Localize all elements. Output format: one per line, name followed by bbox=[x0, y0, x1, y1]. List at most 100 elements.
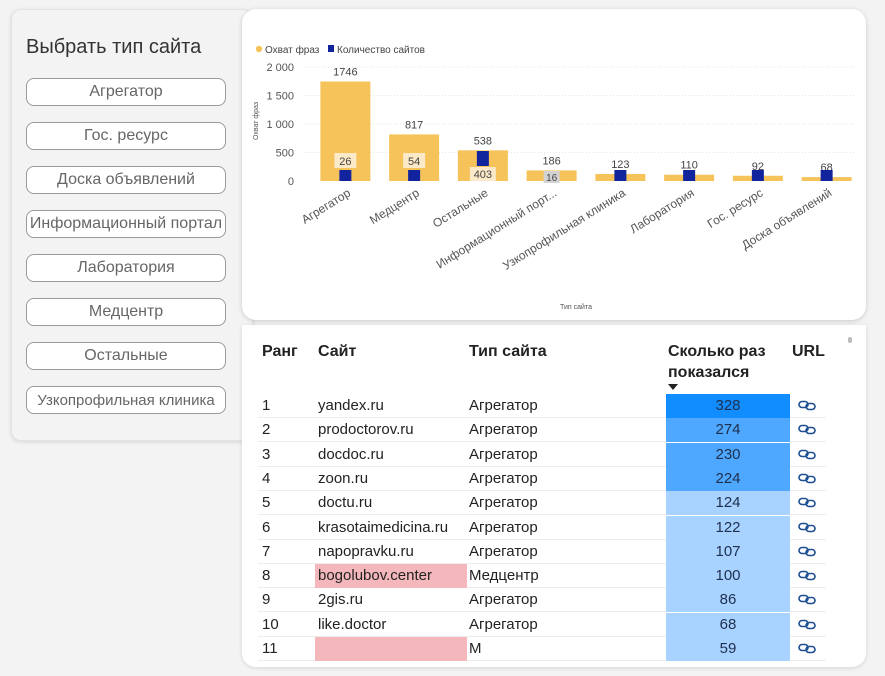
table-row[interactable]: 7 napopravku.ru Агрегатор 107 bbox=[242, 539, 842, 564]
cell-count: 328 bbox=[666, 394, 790, 418]
header-count[interactable]: Сколько раз показался bbox=[668, 341, 766, 383]
cell-site: zoon.ru bbox=[318, 469, 369, 487]
row-separator bbox=[258, 635, 826, 637]
table-row[interactable]: 1 yandex.ru Агрегатор 328 bbox=[242, 394, 842, 418]
legend-marker-count bbox=[328, 45, 334, 52]
bar-count bbox=[476, 151, 489, 166]
row-separator bbox=[258, 587, 826, 589]
bar-value-label: 110 bbox=[680, 160, 698, 172]
cell-count: 274 bbox=[666, 418, 790, 443]
cell-count: 59 bbox=[666, 637, 790, 661]
bar-count-marker bbox=[820, 170, 833, 181]
table-row[interactable]: 4 zoon.ru Агрегатор 224 bbox=[242, 466, 842, 491]
link-icon[interactable] bbox=[796, 443, 818, 467]
slicer-option-7[interactable]: Остальные bbox=[26, 342, 226, 370]
link-icon[interactable] bbox=[796, 394, 818, 418]
cell-type: Медцентр bbox=[469, 567, 539, 585]
legend-label-reach: Охват фраз bbox=[265, 44, 320, 56]
x-tick-label: Остальные bbox=[430, 186, 491, 231]
x-axis-title: Тип сайта bbox=[560, 303, 592, 311]
cell-rank: 11 bbox=[262, 640, 278, 657]
y-tick-label: 1 000 bbox=[266, 119, 294, 131]
cell-rank: 4 bbox=[262, 469, 271, 487]
header-count-line2: показался bbox=[668, 364, 750, 381]
link-icon[interactable] bbox=[796, 637, 818, 661]
count-label: 403 bbox=[474, 169, 492, 181]
slicer-option-1[interactable]: Агрегатор bbox=[26, 78, 226, 106]
header-type[interactable]: Тип сайта bbox=[469, 343, 547, 360]
bar-chart: Охват фраз Количество сайтов 2 000 1 500 1 0… bbox=[253, 44, 854, 311]
cell-rank: 6 bbox=[262, 518, 271, 536]
link-icon[interactable] bbox=[796, 564, 818, 588]
row-separator bbox=[258, 562, 826, 564]
count-label-bg bbox=[469, 167, 496, 181]
row-separator bbox=[258, 489, 826, 491]
cell-count: 224 bbox=[666, 466, 790, 491]
x-tick-label: Гос. ресурс bbox=[705, 186, 766, 231]
slicer-option-8[interactable]: Узкопрофильная клиника bbox=[26, 386, 226, 414]
y-tick-label: 500 bbox=[276, 148, 294, 160]
cell-site: prodoctorov.ru bbox=[318, 421, 414, 439]
cell-count: 100 bbox=[666, 564, 790, 589]
table-row[interactable]: 8 bogolubov.center Медцентр 100 bbox=[242, 564, 842, 589]
bar-value-label: 123 bbox=[611, 159, 629, 171]
link-icon[interactable] bbox=[796, 516, 818, 540]
scrollbar-thumb[interactable] bbox=[848, 337, 852, 343]
x-tick-label: Информационный порт... bbox=[434, 186, 560, 272]
slicer-option-5[interactable]: Лаборатория bbox=[26, 254, 226, 282]
cell-type: Агрегатор bbox=[469, 591, 538, 609]
bar-count bbox=[408, 170, 421, 181]
table-row[interactable]: 9 2gis.ru Агрегатор 86 bbox=[242, 588, 842, 613]
table-row[interactable]: 3 docdoc.ru Агрегатор 230 bbox=[242, 442, 842, 467]
sort-desc-icon[interactable] bbox=[668, 384, 678, 390]
slicer-option-6[interactable]: Медцентр bbox=[26, 298, 226, 326]
slicer-option-4[interactable]: Информационный портал bbox=[26, 210, 226, 238]
cell-site: doctu.ru bbox=[318, 494, 373, 512]
y-axis-title: Охват фраз bbox=[253, 102, 260, 140]
count-label: 16 bbox=[546, 173, 558, 184]
link-icon[interactable] bbox=[796, 540, 818, 564]
cell-rank: 2 bbox=[262, 421, 271, 439]
cell-count: 86 bbox=[666, 588, 790, 613]
cell-type: Агрегатор bbox=[469, 542, 538, 560]
cell-type: Агрегатор bbox=[469, 421, 538, 439]
row-separator bbox=[258, 465, 826, 467]
header-url[interactable]: URL bbox=[792, 343, 825, 360]
link-icon[interactable] bbox=[796, 588, 818, 612]
cell-count: 107 bbox=[666, 539, 790, 564]
table-row[interactable]: 5 doctu.ru Агрегатор 124 bbox=[242, 491, 842, 516]
table-row[interactable]: 6 krasotaimedicina.ru Агрегатор 122 bbox=[242, 515, 842, 540]
link-icon[interactable] bbox=[796, 491, 818, 515]
cell-site: krasotaimedicina.ru bbox=[318, 518, 449, 536]
link-icon[interactable] bbox=[796, 613, 818, 637]
cell-site bbox=[315, 637, 467, 661]
cell-type: Агрегатор bbox=[469, 518, 538, 536]
slicer-option-3[interactable]: Доска объявлений bbox=[26, 166, 226, 194]
chart-card: Охват фраз Количество сайтов 2 000 1 500 1 0… bbox=[242, 9, 866, 320]
cell-rank: 9 bbox=[262, 591, 271, 609]
cell-site: 2gis.ru bbox=[318, 591, 364, 609]
count-label-bg bbox=[543, 171, 560, 183]
table-row[interactable]: 2 prodoctorov.ru Агрегатор 274 bbox=[242, 418, 842, 443]
link-icon[interactable] bbox=[796, 418, 818, 442]
cell-rank: 8 bbox=[262, 567, 271, 585]
table-body: 1 yandex.ru Агрегатор 328 2 prodoctorov.ru Агр… bbox=[242, 394, 842, 667]
row-separator bbox=[258, 538, 826, 540]
table-row[interactable]: 11 М 59 bbox=[242, 637, 842, 661]
x-tick-label: Узкопрофильная клиника bbox=[500, 186, 628, 273]
count-label: 54 bbox=[408, 156, 420, 168]
cell-type: Агрегатор bbox=[469, 494, 538, 512]
count-label: 26 bbox=[339, 156, 351, 168]
header-site[interactable]: Сайт bbox=[318, 343, 357, 360]
cell-site: docdoc.ru bbox=[318, 445, 384, 463]
slicer-option-2[interactable]: Гос. ресурс bbox=[26, 122, 226, 150]
cell-type: Агрегатор bbox=[469, 397, 538, 414]
site-type-slicer: Выбрать тип сайта Агрегатор Гос. ресурс До… bbox=[11, 9, 253, 441]
cell-type: Агрегатор bbox=[469, 445, 538, 463]
cell-site: bogolubov.center bbox=[315, 564, 467, 589]
row-separator bbox=[258, 660, 826, 661]
table-row[interactable]: 10 like.doctor Агрегатор 68 bbox=[242, 612, 842, 637]
header-rank[interactable]: Ранг bbox=[262, 343, 298, 360]
link-icon[interactable] bbox=[796, 467, 818, 491]
header-count-line1: Сколько раз bbox=[668, 343, 766, 360]
